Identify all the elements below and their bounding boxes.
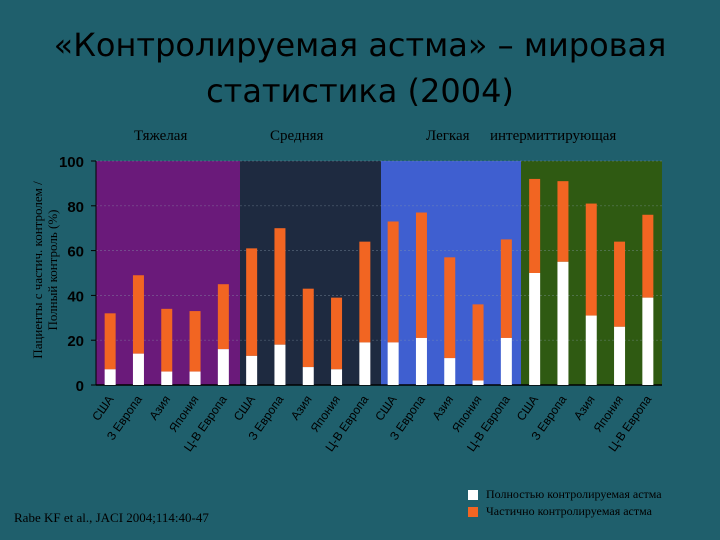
bar-partial-control	[246, 248, 258, 356]
legend-item-partial-control: Частично контролируемая астма	[468, 503, 662, 520]
group-label-severe: Тяжелая	[134, 128, 188, 144]
bar-partial-control	[359, 241, 371, 343]
bar-partial-control	[529, 178, 541, 273]
bar-partial-control	[415, 212, 427, 338]
bar-partial-control	[585, 203, 597, 316]
bar-partial-control	[274, 228, 286, 345]
bar-partial-control	[614, 241, 626, 327]
bar-full-control	[189, 371, 201, 385]
title-line-2: статистика (2004)	[206, 72, 514, 110]
bar-partial-control	[444, 257, 456, 359]
bar-full-control	[387, 342, 399, 385]
group-label-moderate: Средняя	[270, 128, 324, 144]
bar-full-control	[500, 337, 512, 385]
group-label-intermittent: интермиттирующая	[490, 128, 617, 144]
bar-partial-control	[104, 313, 116, 370]
legend: Полностью контролируемая астма Частично …	[468, 486, 662, 520]
bar-partial-control	[387, 221, 399, 343]
x-tick-label: Азия	[571, 393, 598, 423]
bar-partial-control	[217, 284, 229, 350]
bar-full-control	[529, 273, 541, 385]
x-tick-label: США	[89, 393, 116, 424]
x-tick-label: Азия	[429, 393, 456, 423]
legend-swatch-partial-control	[468, 506, 478, 517]
x-tick-label: Азия	[146, 393, 173, 423]
bar-partial-control	[132, 275, 144, 354]
x-tick-label: Азия	[288, 393, 315, 423]
bar-full-control	[642, 297, 654, 385]
bar-full-control	[161, 371, 173, 385]
bar-full-control	[359, 342, 371, 385]
bar-full-control	[246, 355, 258, 385]
bar-full-control	[331, 369, 343, 385]
bar-full-control	[132, 353, 144, 385]
y-tick-label: 100	[59, 154, 84, 171]
bar-full-control	[104, 369, 116, 385]
bar-partial-control	[161, 308, 173, 372]
legend-swatch-full-control	[468, 489, 478, 500]
title-line-1: «Контролируемая астма» – мировая	[53, 26, 667, 64]
bar-partial-control	[472, 304, 484, 381]
bar-full-control	[274, 344, 286, 385]
group-label-mild: Легкая	[426, 128, 470, 144]
bar-full-control	[614, 326, 626, 385]
y-tick-label: 40	[67, 288, 84, 305]
bar-full-control	[444, 358, 456, 385]
bar-partial-control	[331, 297, 343, 370]
bar-partial-control	[189, 311, 201, 372]
bar-partial-control	[642, 214, 654, 298]
x-tick-label: США	[372, 393, 399, 424]
bar-full-control	[217, 349, 229, 385]
legend-item-full-control: Полностью контролируемая астма	[468, 486, 662, 503]
bar-partial-control	[500, 239, 512, 338]
y-tick-label: 80	[67, 199, 84, 216]
slide-title: «Контролируемая астма» – мировая статист…	[0, 22, 720, 114]
x-tick-label: США	[514, 393, 541, 424]
bar-full-control	[472, 380, 484, 385]
source-citation: Rabe KF et al., JACI 2004;114:40-47	[14, 510, 209, 525]
bar-full-control	[415, 337, 427, 385]
x-tick-label: США	[231, 393, 258, 424]
bar-full-control	[585, 315, 597, 385]
y-tick-label: 20	[67, 333, 84, 350]
legend-label-full-control: Полностью контролируемая астма	[486, 487, 662, 501]
y-tick-label: 0	[76, 378, 84, 395]
bar-partial-control	[557, 181, 569, 262]
bar-full-control	[557, 261, 569, 385]
bar-partial-control	[302, 288, 314, 368]
y-tick-label: 60	[67, 244, 84, 261]
bar-full-control	[302, 367, 314, 385]
legend-label-partial-control: Частично контролируемая астма	[486, 504, 652, 518]
